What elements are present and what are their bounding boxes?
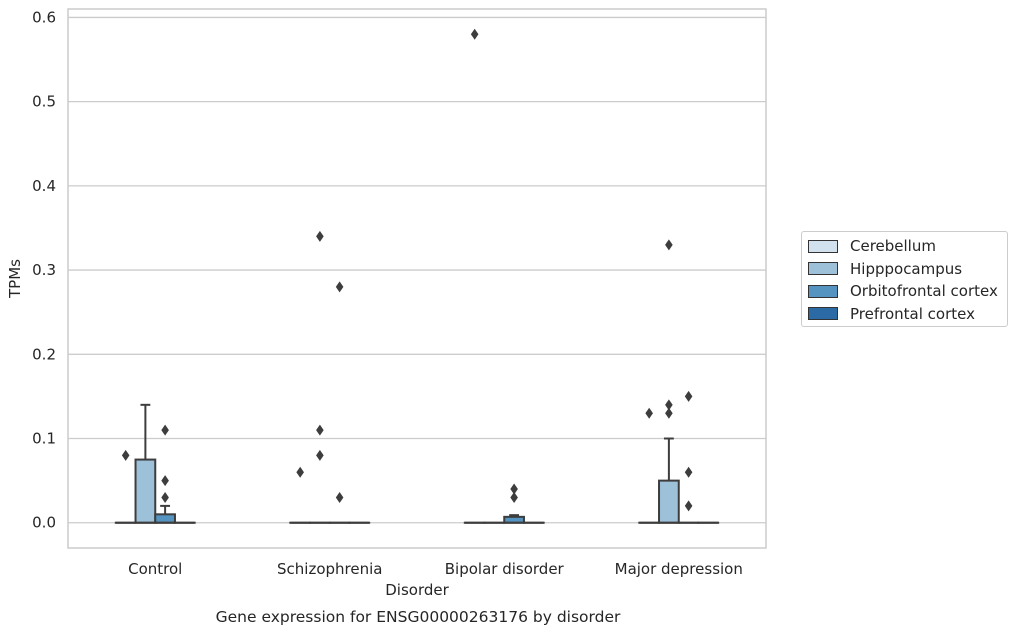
outlier-point bbox=[121, 449, 130, 461]
y-tick-label: 0.6 bbox=[32, 8, 56, 26]
gridlines bbox=[68, 16, 766, 524]
outlier-point bbox=[665, 239, 673, 251]
outlier-point bbox=[316, 230, 324, 242]
y-tick-label: 0.3 bbox=[32, 261, 56, 279]
legend-swatch bbox=[808, 239, 838, 253]
y-tick-label: 0.0 bbox=[32, 514, 56, 532]
outlier-point bbox=[510, 483, 518, 495]
outlier-point bbox=[161, 424, 169, 436]
outlier-point bbox=[645, 407, 653, 419]
y-tick-label: 0.4 bbox=[32, 177, 56, 195]
outlier-point bbox=[335, 281, 344, 293]
chart-title: Gene expression for ENSG00000263176 by d… bbox=[216, 608, 621, 626]
outlier-point bbox=[665, 407, 673, 419]
legend-swatch bbox=[808, 284, 838, 298]
outlier-point bbox=[335, 491, 344, 503]
outlier-point bbox=[665, 399, 673, 411]
outlier-point bbox=[316, 424, 324, 436]
x-tick-label: Control bbox=[128, 560, 182, 578]
outlier-point bbox=[684, 466, 693, 478]
outlier-point bbox=[684, 500, 693, 512]
box-orbitofrontal-cortex bbox=[503, 514, 525, 524]
box-hipppocampus bbox=[134, 403, 157, 524]
x-tick-label: Bipolar disorder bbox=[445, 560, 565, 578]
x-tick-label: Schizophrenia bbox=[277, 560, 382, 578]
outlier-point bbox=[296, 466, 304, 478]
legend-item: Hipppocampus bbox=[808, 258, 1007, 281]
outlier-point bbox=[161, 475, 169, 487]
box-rect bbox=[134, 458, 157, 524]
legend: Cerebellum Hipppocampus Orbitofrontal cort… bbox=[801, 231, 1008, 327]
legend-label: Hipppocampus bbox=[850, 259, 963, 278]
outlier-point bbox=[470, 28, 479, 40]
x-tick-label: Major depression bbox=[615, 560, 743, 578]
outlier-point bbox=[316, 449, 324, 461]
boxes bbox=[114, 403, 720, 524]
y-axis-label: TPMs bbox=[6, 259, 24, 299]
x-tick-labels: Control Schizophrenia Bipolar disorder Majo… bbox=[128, 560, 743, 578]
legend-swatch bbox=[808, 262, 838, 276]
legend-label: Orbitofrontal cortex bbox=[850, 282, 998, 301]
y-tick-label: 0.2 bbox=[32, 345, 56, 363]
outliers bbox=[121, 28, 693, 512]
outlier-point bbox=[510, 491, 518, 503]
legend-label: Cerebellum bbox=[850, 237, 936, 256]
box-rect bbox=[154, 513, 176, 524]
legend-item: Prefrontal cortex bbox=[808, 303, 1007, 326]
y-tick-label: 0.1 bbox=[32, 430, 56, 448]
legend-item: Orbitofrontal cortex bbox=[808, 280, 1007, 303]
y-tick-labels: 0.0 0.1 0.2 0.3 0.4 0.5 0.6 bbox=[32, 8, 56, 531]
y-tick-label: 0.5 bbox=[32, 93, 56, 111]
plot-area-frame bbox=[67, 8, 767, 549]
box-hipppocampus bbox=[658, 437, 680, 524]
legend-swatch bbox=[808, 307, 838, 321]
outlier-point bbox=[684, 390, 693, 402]
x-axis-label: Disorder bbox=[385, 581, 449, 599]
outlier-point bbox=[161, 491, 169, 503]
legend-item: Cerebellum bbox=[808, 235, 1007, 258]
box-orbitofrontal-cortex bbox=[154, 504, 176, 524]
legend-label: Prefrontal cortex bbox=[850, 304, 975, 323]
box-rect bbox=[658, 479, 680, 524]
